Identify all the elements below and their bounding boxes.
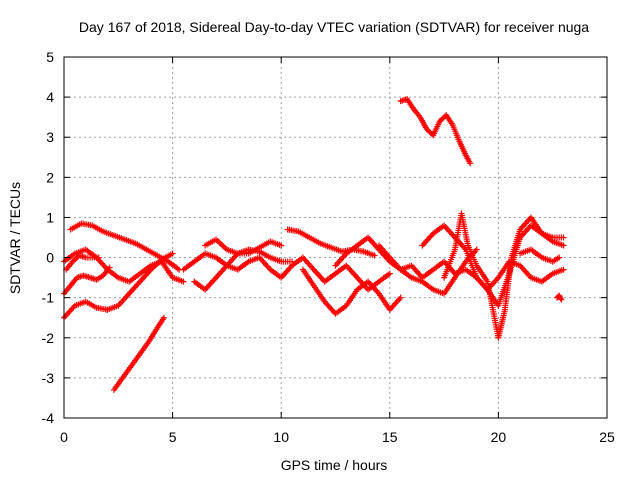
x-tick-label: 15 bbox=[382, 429, 398, 445]
y-axis-title: SDTVAR / TECUs bbox=[7, 182, 23, 294]
series-track-t bbox=[554, 292, 565, 303]
data-marks bbox=[61, 96, 567, 393]
x-tick-label: 5 bbox=[169, 429, 177, 445]
axes: 0 5 10 15 20 25 -4 -3 -2 -1 0 1 2 3 4 5 bbox=[42, 49, 615, 445]
series-track-b bbox=[67, 220, 183, 273]
data-point bbox=[560, 234, 567, 241]
series-track-g bbox=[63, 252, 102, 273]
series-track-r bbox=[484, 258, 567, 293]
data-point bbox=[560, 266, 567, 273]
chart-title: Day 167 of 2018, Sidereal Day-to-day VTE… bbox=[79, 19, 589, 35]
x-tick-label: 20 bbox=[491, 429, 507, 445]
series-track-s bbox=[517, 246, 563, 265]
y-tick-label: -4 bbox=[42, 410, 55, 426]
data-point bbox=[289, 258, 296, 265]
grid bbox=[63, 56, 608, 419]
data-point bbox=[467, 160, 474, 167]
y-tick-label: -1 bbox=[42, 290, 55, 306]
data-point bbox=[560, 242, 567, 249]
data-point bbox=[397, 294, 404, 301]
x-tick-label: 0 bbox=[60, 429, 68, 445]
data-point bbox=[180, 278, 187, 285]
y-tick-label: 0 bbox=[46, 250, 54, 266]
data-point bbox=[106, 264, 113, 271]
y-tick-label: 1 bbox=[46, 209, 54, 225]
data-point bbox=[371, 252, 378, 259]
y-tick-label: 4 bbox=[46, 89, 54, 105]
data-point bbox=[556, 254, 563, 261]
series-track-c bbox=[61, 298, 111, 321]
series-track-l bbox=[299, 266, 404, 317]
series-track-j bbox=[202, 236, 285, 257]
series-track-e bbox=[110, 314, 167, 393]
series-track-f bbox=[61, 264, 113, 297]
plot-frame bbox=[63, 56, 608, 419]
y-tick-label: 2 bbox=[46, 169, 54, 185]
y-tick-label: -3 bbox=[42, 370, 55, 386]
y-tick-label: -2 bbox=[42, 330, 55, 346]
y-tick-label: 5 bbox=[46, 49, 54, 65]
series-track-o bbox=[397, 96, 474, 167]
y-tick-label: 3 bbox=[46, 129, 54, 145]
data-point bbox=[169, 250, 176, 257]
series-track-d bbox=[104, 250, 176, 313]
data-point bbox=[557, 295, 564, 302]
series-track-p bbox=[419, 222, 567, 309]
data-point bbox=[278, 242, 285, 249]
data-point bbox=[95, 254, 102, 261]
series-track-m bbox=[332, 234, 480, 297]
series-track-h bbox=[180, 250, 393, 293]
x-tick-label: 10 bbox=[273, 429, 289, 445]
data-point bbox=[558, 296, 565, 303]
data-point bbox=[473, 246, 480, 253]
data-point bbox=[160, 314, 167, 321]
x-axis-title: GPS time / hours bbox=[281, 457, 388, 473]
data-point bbox=[386, 270, 393, 277]
x-tick-label: 25 bbox=[599, 429, 615, 445]
series-track-n bbox=[375, 242, 491, 293]
